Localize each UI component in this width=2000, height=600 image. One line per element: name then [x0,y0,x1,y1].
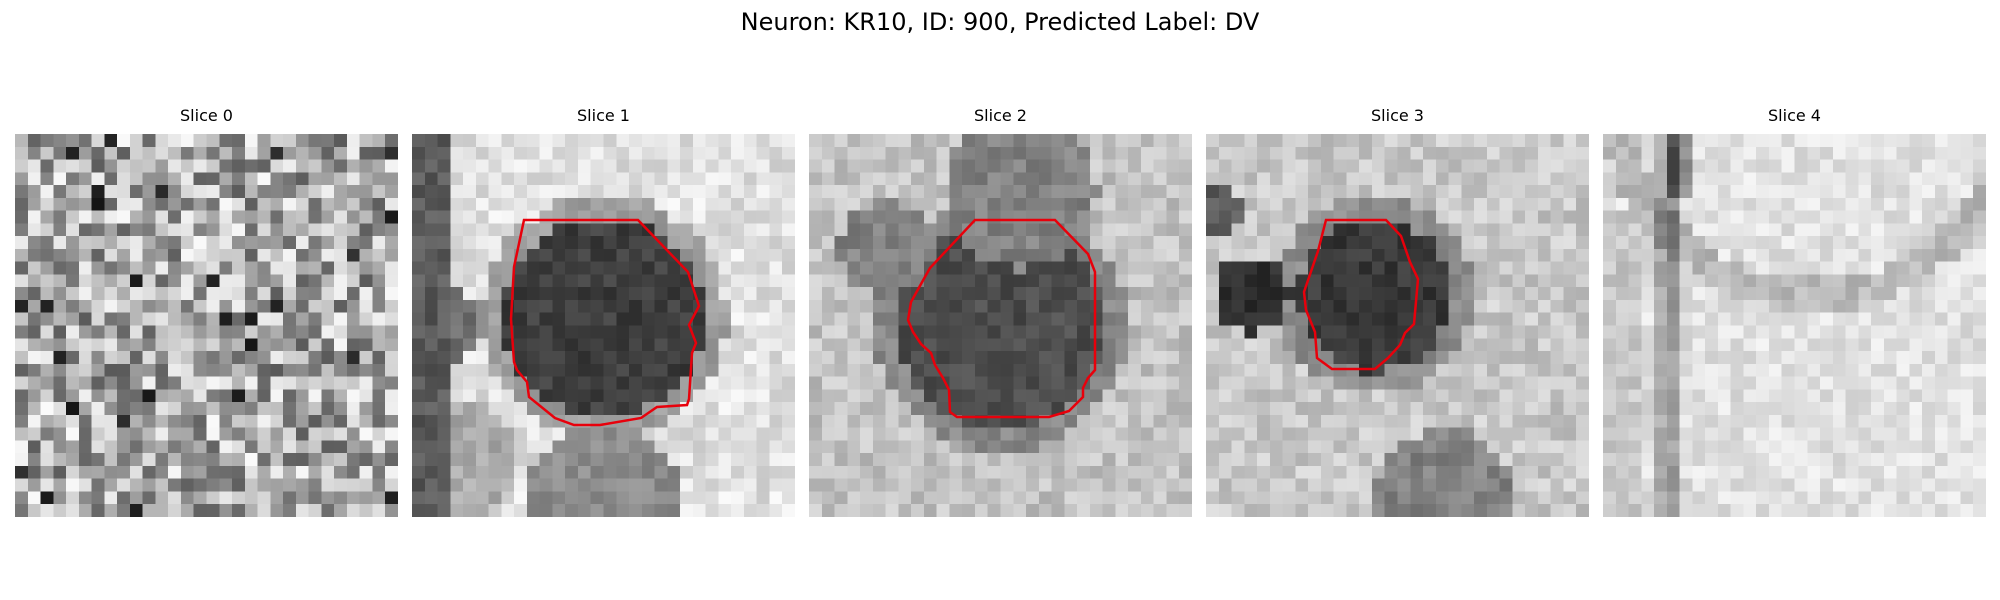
contour-polygon-2 [908,220,1095,417]
contour-polygon-3 [1304,220,1418,369]
slice-title-3: Slice 3 [1206,106,1589,125]
slice-title-4: Slice 4 [1603,106,1986,125]
slice-title-0: Slice 0 [15,106,398,125]
contour-polygon-1 [511,220,699,425]
slice-panel-3: Slice 3 [1206,134,1589,517]
slice-title-2: Slice 2 [809,106,1192,125]
slice-image-4 [1603,134,1986,517]
slice-panel-0: Slice 0 [15,134,398,517]
slice-panel-1: Slice 1 [412,134,795,517]
roi-contour-3 [1206,134,1589,517]
figure-title: Neuron: KR10, ID: 900, Predicted Label: … [0,8,2000,36]
slice-panel-2: Slice 2 [809,134,1192,517]
roi-contour-1 [412,134,795,517]
slice-image-0 [15,134,398,517]
slice-title-1: Slice 1 [412,106,795,125]
slice-panel-4: Slice 4 [1603,134,1986,517]
roi-contour-2 [809,134,1192,517]
